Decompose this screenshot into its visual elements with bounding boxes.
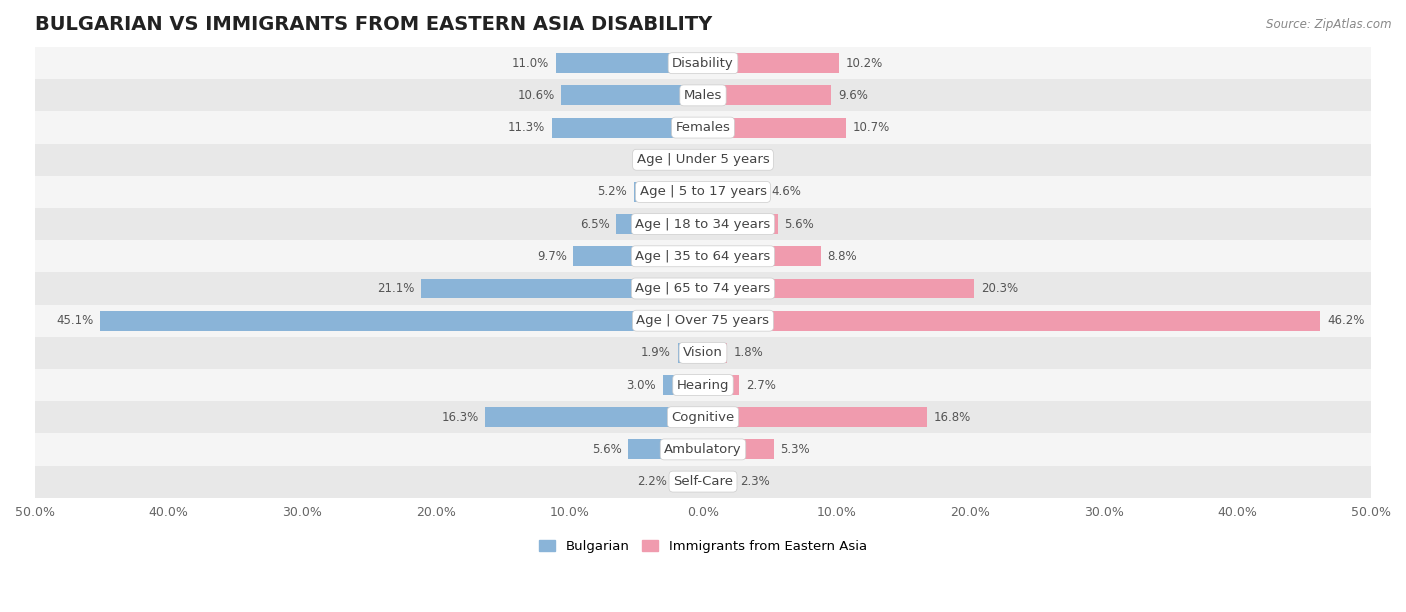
Text: Disability: Disability bbox=[672, 57, 734, 70]
Bar bbox=[703, 439, 773, 460]
Bar bbox=[703, 182, 765, 202]
Bar bbox=[35, 433, 1371, 466]
Text: 10.2%: 10.2% bbox=[846, 57, 883, 70]
Bar bbox=[703, 86, 831, 105]
Text: 3.0%: 3.0% bbox=[627, 379, 657, 392]
Bar bbox=[485, 407, 703, 427]
Text: 1.9%: 1.9% bbox=[641, 346, 671, 359]
Bar bbox=[686, 150, 703, 170]
Text: Self-Care: Self-Care bbox=[673, 475, 733, 488]
Bar bbox=[662, 375, 703, 395]
Text: 9.6%: 9.6% bbox=[838, 89, 868, 102]
Text: Age | 5 to 17 years: Age | 5 to 17 years bbox=[640, 185, 766, 198]
Bar bbox=[703, 214, 778, 234]
Bar bbox=[35, 305, 1371, 337]
Text: 10.6%: 10.6% bbox=[517, 89, 555, 102]
Text: 45.1%: 45.1% bbox=[56, 314, 94, 327]
Bar bbox=[634, 182, 703, 202]
Bar bbox=[35, 144, 1371, 176]
Bar bbox=[35, 47, 1371, 80]
Text: 1.8%: 1.8% bbox=[734, 346, 763, 359]
Text: Age | Over 75 years: Age | Over 75 years bbox=[637, 314, 769, 327]
Bar bbox=[703, 472, 734, 491]
Text: Hearing: Hearing bbox=[676, 379, 730, 392]
Bar bbox=[555, 53, 703, 73]
Text: Males: Males bbox=[683, 89, 723, 102]
Text: Cognitive: Cognitive bbox=[672, 411, 734, 424]
Text: Source: ZipAtlas.com: Source: ZipAtlas.com bbox=[1267, 18, 1392, 31]
Text: 1.0%: 1.0% bbox=[723, 153, 752, 166]
Text: 2.2%: 2.2% bbox=[637, 475, 666, 488]
Bar bbox=[35, 369, 1371, 401]
Bar bbox=[574, 246, 703, 266]
Bar bbox=[703, 407, 928, 427]
Text: 11.0%: 11.0% bbox=[512, 57, 550, 70]
Text: Females: Females bbox=[675, 121, 731, 134]
Bar bbox=[703, 343, 727, 363]
Text: 46.2%: 46.2% bbox=[1327, 314, 1364, 327]
Text: 16.8%: 16.8% bbox=[934, 411, 972, 424]
Text: 11.3%: 11.3% bbox=[508, 121, 546, 134]
Text: 5.3%: 5.3% bbox=[780, 443, 810, 456]
Text: 20.3%: 20.3% bbox=[981, 282, 1018, 295]
Bar bbox=[703, 375, 740, 395]
Bar bbox=[703, 278, 974, 299]
Text: 16.3%: 16.3% bbox=[441, 411, 478, 424]
Bar bbox=[35, 337, 1371, 369]
Bar bbox=[35, 176, 1371, 208]
Bar bbox=[678, 343, 703, 363]
Text: 8.8%: 8.8% bbox=[827, 250, 856, 263]
Text: Ambulatory: Ambulatory bbox=[664, 443, 742, 456]
Bar bbox=[703, 150, 717, 170]
Bar bbox=[35, 111, 1371, 144]
Text: Age | Under 5 years: Age | Under 5 years bbox=[637, 153, 769, 166]
Bar bbox=[35, 466, 1371, 498]
Bar bbox=[673, 472, 703, 491]
Text: Vision: Vision bbox=[683, 346, 723, 359]
Text: 21.1%: 21.1% bbox=[377, 282, 415, 295]
Text: BULGARIAN VS IMMIGRANTS FROM EASTERN ASIA DISABILITY: BULGARIAN VS IMMIGRANTS FROM EASTERN ASI… bbox=[35, 15, 713, 34]
Text: 2.7%: 2.7% bbox=[745, 379, 776, 392]
Bar bbox=[35, 241, 1371, 272]
Bar bbox=[703, 311, 1320, 330]
Bar bbox=[561, 86, 703, 105]
Text: 9.7%: 9.7% bbox=[537, 250, 567, 263]
Bar bbox=[703, 118, 846, 138]
Bar bbox=[703, 246, 821, 266]
Bar bbox=[35, 401, 1371, 433]
Bar bbox=[35, 208, 1371, 241]
Text: 6.5%: 6.5% bbox=[579, 218, 609, 231]
Text: Age | 18 to 34 years: Age | 18 to 34 years bbox=[636, 218, 770, 231]
Bar bbox=[100, 311, 703, 330]
Text: Age | 35 to 64 years: Age | 35 to 64 years bbox=[636, 250, 770, 263]
Text: 5.6%: 5.6% bbox=[785, 218, 814, 231]
Text: 5.2%: 5.2% bbox=[598, 185, 627, 198]
Bar bbox=[616, 214, 703, 234]
Bar bbox=[553, 118, 703, 138]
Text: 1.3%: 1.3% bbox=[650, 153, 679, 166]
Text: 2.3%: 2.3% bbox=[741, 475, 770, 488]
Text: Age | 65 to 74 years: Age | 65 to 74 years bbox=[636, 282, 770, 295]
Bar bbox=[703, 53, 839, 73]
Legend: Bulgarian, Immigrants from Eastern Asia: Bulgarian, Immigrants from Eastern Asia bbox=[534, 534, 872, 558]
Text: 10.7%: 10.7% bbox=[852, 121, 890, 134]
Bar bbox=[628, 439, 703, 460]
Text: 5.6%: 5.6% bbox=[592, 443, 621, 456]
Bar bbox=[35, 272, 1371, 305]
Bar bbox=[422, 278, 703, 299]
Bar bbox=[35, 80, 1371, 111]
Text: 4.6%: 4.6% bbox=[770, 185, 801, 198]
